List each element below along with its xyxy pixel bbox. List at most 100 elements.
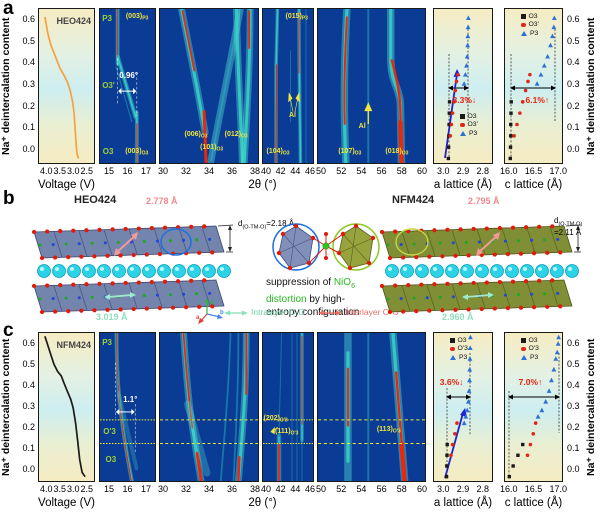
- panel-c-c-lattice-plot: 7.0%↑ O3 O'3 P3: [504, 332, 563, 482]
- top-tm-layer: [31, 223, 227, 261]
- panel-c-a-lattice-plot: 3.6%↓ O3 O'3 P3: [433, 332, 493, 482]
- panel-a-xrd1-xticks: 15 16 17: [99, 166, 156, 176]
- tick-label: 0.2: [22, 422, 35, 432]
- c-axis-label: c: [210, 300, 214, 306]
- sample-label: HEO424: [56, 16, 91, 26]
- tick-label: 17.0: [549, 166, 567, 176]
- tick-label: 0.0: [567, 464, 580, 474]
- tick-label: 15: [104, 484, 115, 494]
- tick-label: 44: [290, 166, 301, 176]
- panel-c-xrd1-xticks: 15 16 17: [99, 484, 156, 494]
- tick-label: 42: [275, 166, 286, 176]
- guides: [508, 353, 560, 477]
- tick-label: 30: [158, 166, 169, 176]
- c-lattice-axis-label-a: c lattice (Å): [504, 179, 563, 191]
- streaks: [115, 9, 139, 163]
- tick-label: 36: [226, 484, 237, 494]
- circle-marker-icon: [450, 346, 455, 352]
- phase-boundary-lines: [100, 419, 155, 444]
- label-arrow: [270, 426, 279, 435]
- tick-label: 17: [140, 484, 151, 494]
- streaks: [274, 9, 307, 163]
- tick-label: 30: [158, 484, 169, 494]
- na-layer: [385, 264, 579, 278]
- heo-d-spacing-label: d(O-TM-O)=2.18 Å: [238, 219, 295, 231]
- panel-c-alat-xticks: 3.0 2.9 2.8: [431, 484, 495, 494]
- tick-label: 3.0: [437, 484, 450, 494]
- streaks: [340, 9, 406, 163]
- c-lattice-legend: O3 O3' P3: [521, 13, 539, 37]
- streaks: [344, 333, 409, 481]
- tick-label: 46: [304, 484, 315, 494]
- c-lattice-expand-annotation: 7.0%↑: [518, 377, 543, 387]
- peak-label-202: (202)O'3: [263, 415, 288, 424]
- sample-label: NFM424: [56, 340, 91, 350]
- tick-label: 54: [356, 484, 367, 494]
- angle-guides: [115, 362, 136, 454]
- bottom-tm-layer: [379, 277, 575, 315]
- panel-c-xrd3-xticks: 40 42 44 46: [259, 484, 317, 494]
- peak-label-003-p3: (003)P3: [125, 13, 149, 22]
- caption-line-3: entropy configuration: [266, 307, 360, 318]
- panel-c-xrd4: (113)O'3: [317, 332, 426, 482]
- xrd1-heatmap: [115, 9, 139, 163]
- tick-label: 42: [275, 484, 286, 494]
- phase-boundary-lines: [318, 419, 425, 444]
- c-lattice-expand-annotation: 6.1%↑: [525, 95, 550, 105]
- xrd2-heatmap: [178, 9, 254, 163]
- tick-label: 52: [336, 484, 347, 494]
- legend-item-o3: O3: [521, 337, 539, 344]
- phase-label-o3: O3: [102, 147, 114, 156]
- angle-annotation: 1.1°: [123, 395, 138, 404]
- tick-label: 0.4: [22, 57, 35, 68]
- tick-label: 3.0: [66, 484, 80, 494]
- panel-a-left-axis-label: Na⁺ deintercalation content: [0, 17, 12, 155]
- phase-label-o3prime: O3': [102, 81, 115, 90]
- heo-octahedron: [276, 223, 316, 271]
- intralayer-oo-label: Intralayer O-O: [251, 307, 305, 317]
- angle-guides: [117, 58, 138, 116]
- panel-c-left-yticks: 0.6 0.5 0.4 0.3 0.2 0.1 0.0: [13, 338, 37, 474]
- square-marker-icon: [521, 14, 526, 19]
- streaks: [180, 333, 250, 481]
- intralayer-oo-legend: Intralayer O-O: [224, 307, 305, 317]
- voltage-axis-label-a: Voltage (V): [38, 179, 95, 191]
- tick-label: 2.5: [80, 166, 93, 176]
- interlayer-arrow-icon: [318, 310, 342, 316]
- d-spacing-bracket: [217, 224, 234, 253]
- tick-label: 0.6: [567, 14, 580, 24]
- tick-label: 36: [226, 166, 237, 176]
- heo424-structure-diagram: [31, 223, 234, 315]
- b-axis-label: b: [220, 310, 224, 316]
- tick-label: 0.3: [22, 78, 35, 89]
- nfm424-structure-diagram: [379, 223, 582, 315]
- tick-label: 0.1: [22, 122, 35, 133]
- tick-label: 58: [396, 484, 407, 494]
- peak-label-104-o3: (104)O3: [266, 148, 290, 157]
- panel-a-a-lattice-plot: 3.3%↓ O3 O3' P3: [433, 8, 493, 164]
- phase-label-o3: O3: [105, 455, 117, 464]
- nfm-d-spacing-label-line2: =2.11 Å: [554, 228, 582, 237]
- panel-c-xrd4-xticks: 50 52 54 56 58 60: [314, 484, 429, 494]
- tick-label: 0.1: [22, 443, 35, 453]
- a-lattice-shrink-annotation: 3.6%↓: [439, 377, 464, 387]
- peak-label-101-o3: (101)O3: [200, 144, 224, 153]
- tick-label: 0.3: [22, 401, 35, 411]
- panel-a-label: a: [3, 0, 14, 19]
- tick-label: 0.3: [567, 78, 580, 89]
- panel-a-clat-xticks: 16.0 16.5 17.0: [500, 166, 567, 176]
- a-lattice-legend: O3 O'3 P3: [450, 337, 468, 361]
- panel-a-alat-xticks: 3.0 2.9 2.8: [431, 166, 495, 176]
- voltage-curve-nfm424: [44, 335, 86, 478]
- tick-label: 0.4: [22, 380, 35, 390]
- tick-label: 60: [416, 166, 427, 176]
- a-axis-label: a: [196, 315, 200, 321]
- panel-a-right-axis-label: Na⁺ deintercalation content: [585, 17, 597, 155]
- xrd1-heatmap: [100, 333, 155, 481]
- tick-label: 44: [290, 484, 301, 494]
- intralayer-arrow-icon: [224, 310, 248, 316]
- panel-c-label: c: [3, 320, 14, 341]
- tick-label: 2.9: [456, 166, 470, 176]
- panel-a-xrd4-xticks: 50 52 54 56 58 60: [314, 166, 429, 176]
- tick-label: 16.0: [500, 484, 518, 494]
